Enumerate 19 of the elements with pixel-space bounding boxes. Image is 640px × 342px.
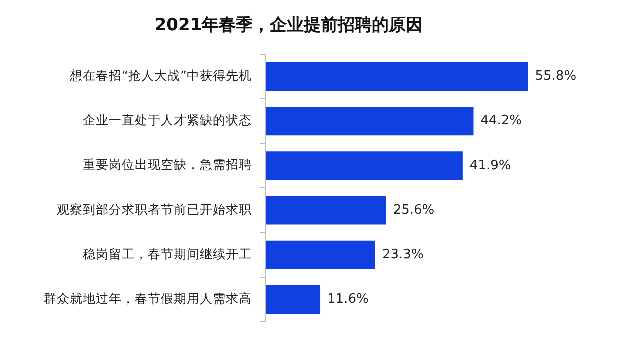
bar bbox=[266, 240, 376, 270]
bar bbox=[266, 285, 321, 314]
chart-title: 2021年春季，企业提前招聘的原因 bbox=[154, 16, 424, 36]
data-label: 55.8% bbox=[535, 69, 577, 84]
bar bbox=[266, 62, 528, 91]
data-label: 23.3% bbox=[382, 247, 424, 262]
y-tick-label: 观察到部分求职者节前已开始求职 bbox=[57, 202, 252, 217]
data-label: 25.6% bbox=[393, 202, 435, 218]
y-tick-label: 想在春招“抢人大战”中获得先机 bbox=[69, 68, 252, 83]
bar bbox=[266, 152, 463, 180]
data-label: 11.6% bbox=[328, 292, 369, 308]
bar bbox=[266, 107, 474, 136]
bar bbox=[266, 196, 386, 225]
y-tick-label: 稳岗留工，春节期间继续开工 bbox=[83, 246, 252, 262]
data-label: 41.9% bbox=[470, 158, 512, 174]
y-tick-label: 群众就地过年，春节假期用人需求高 bbox=[44, 290, 252, 306]
data-label: 44.2% bbox=[480, 114, 522, 129]
y-tick-label: 重要岗位出现空缺，急需招聘 bbox=[83, 157, 252, 172]
y-tick-label: 企业一直处于人才紧缺的状态 bbox=[83, 112, 252, 128]
